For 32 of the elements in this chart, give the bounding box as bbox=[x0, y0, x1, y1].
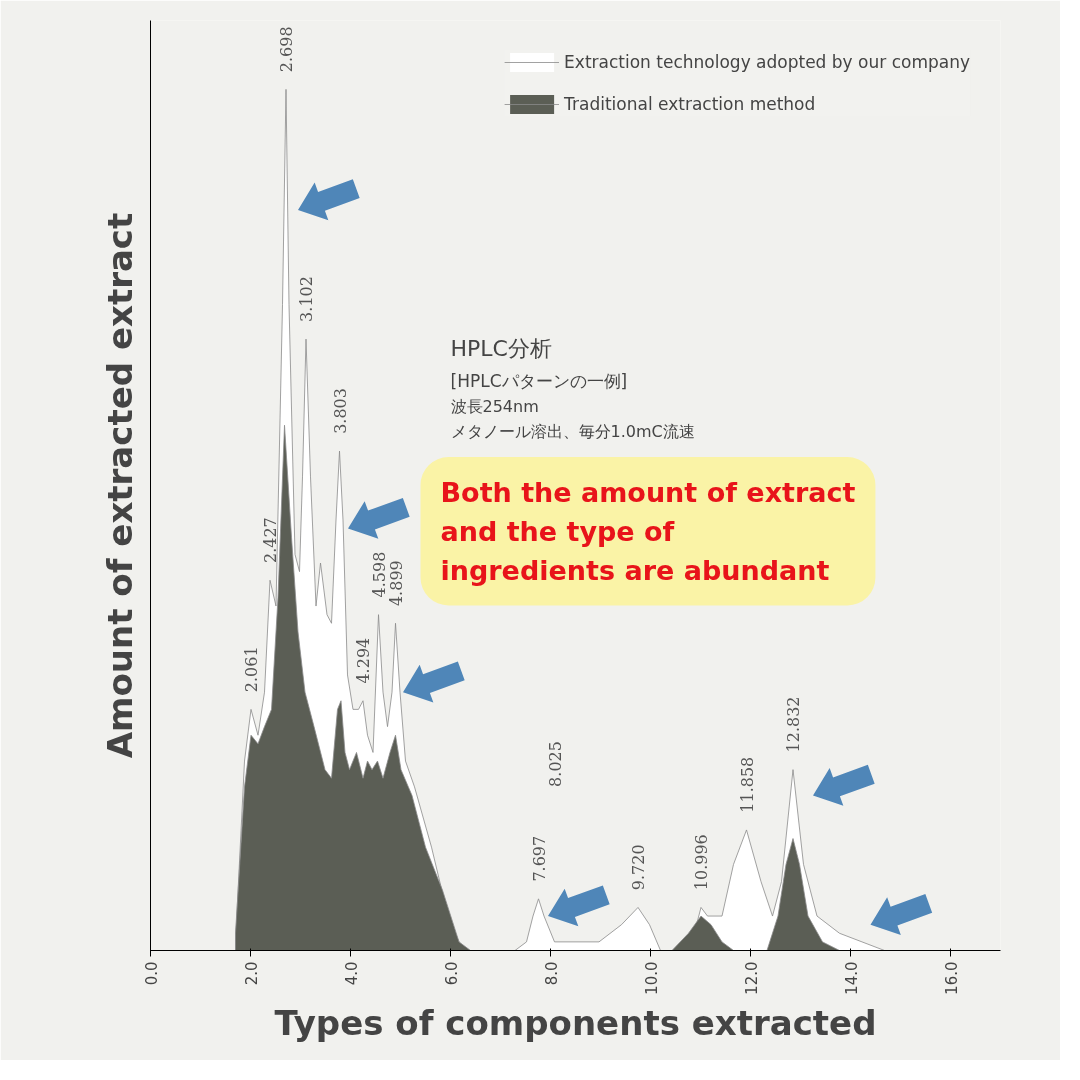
x-tick-label: 8.0 bbox=[542, 961, 561, 986]
annotation: 2.427 bbox=[261, 517, 280, 563]
x-axis-title: Types of components extracted bbox=[274, 1002, 877, 1043]
annotation: 8.025 bbox=[545, 741, 565, 787]
annotation: 7.697 bbox=[529, 835, 549, 882]
annotation: 4.899 bbox=[386, 560, 406, 607]
x-tick-label: 14.0 bbox=[842, 961, 861, 995]
annotation: 2.698 bbox=[277, 26, 296, 73]
annotation: 10.996 bbox=[692, 834, 711, 891]
annotation: メタノール溶出、毎分1.0mC流速 bbox=[450, 421, 695, 441]
x-tick-label: 0.0 bbox=[142, 961, 161, 986]
legend-label: Traditional extraction method bbox=[564, 94, 816, 114]
x-tick-label: 16.0 bbox=[942, 961, 961, 995]
annotation: 3.803 bbox=[330, 388, 350, 434]
annotation: 9.720 bbox=[629, 844, 648, 891]
annotation: [HPLCパターンの一例] bbox=[450, 370, 628, 391]
x-tick-label: 4.0 bbox=[342, 961, 361, 986]
annotation: Both the amount of extract and the type of ingredients are abundant bbox=[440, 477, 856, 586]
x-tick-label: 2.0 bbox=[242, 961, 261, 986]
annotation: 12.832 bbox=[784, 696, 803, 753]
x-tick-label: 10.0 bbox=[642, 961, 661, 995]
y-axis-title: Amount of extracted extract bbox=[99, 212, 140, 759]
x-tick-label: 6.0 bbox=[442, 961, 461, 986]
annotation: HPLC分析 bbox=[450, 335, 552, 361]
annotation: 4.598 bbox=[369, 551, 389, 598]
legend-label: Extraction technology adopted by our company bbox=[564, 52, 970, 72]
annotation: 11.858 bbox=[737, 756, 757, 813]
annotation: 3.102 bbox=[297, 276, 316, 322]
annotation: 波長254nm bbox=[450, 396, 539, 416]
annotation: 4.294 bbox=[354, 637, 373, 684]
annotation: 2.061 bbox=[242, 646, 261, 693]
x-tick-label: 12.0 bbox=[742, 961, 761, 995]
